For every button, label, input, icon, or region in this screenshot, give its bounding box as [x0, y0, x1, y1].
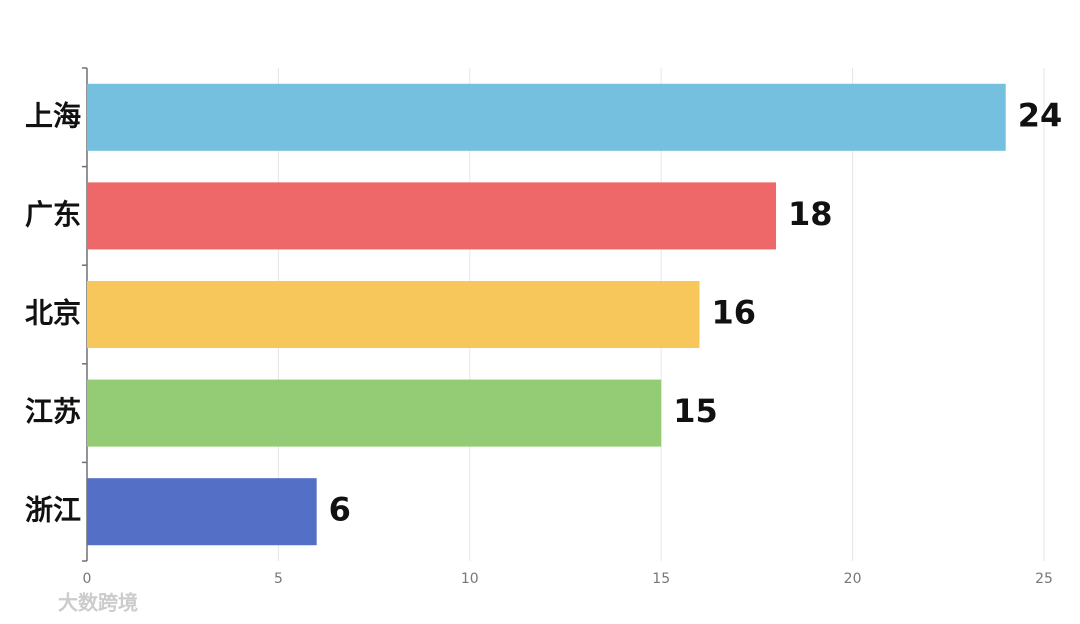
- y-tick-label: 上海: [25, 99, 81, 132]
- x-tick-label: 20: [844, 571, 862, 587]
- value-label: 6: [329, 491, 351, 529]
- y-tick-label: 江苏: [25, 395, 81, 428]
- value-label: 15: [673, 392, 718, 430]
- value-label: 16: [711, 294, 756, 332]
- bar: [87, 280, 700, 349]
- bar: [87, 379, 662, 447]
- watermark: 大数跨境: [58, 591, 138, 615]
- x-tick-label: 10: [461, 571, 479, 587]
- value-label: 24: [1018, 96, 1063, 134]
- y-tick-label: 北京: [25, 297, 81, 330]
- value-label: 18: [788, 195, 833, 233]
- x-tick-label: 0: [83, 571, 92, 587]
- x-tick-label: 25: [1035, 571, 1053, 587]
- x-tick-label: 5: [274, 571, 283, 587]
- x-tick-label: 15: [652, 571, 670, 587]
- bar: [87, 478, 317, 546]
- y-tick-label: 广东: [25, 198, 81, 231]
- bar: [87, 182, 777, 250]
- y-tick-label: 浙江: [25, 494, 81, 527]
- bar: [87, 83, 1006, 151]
